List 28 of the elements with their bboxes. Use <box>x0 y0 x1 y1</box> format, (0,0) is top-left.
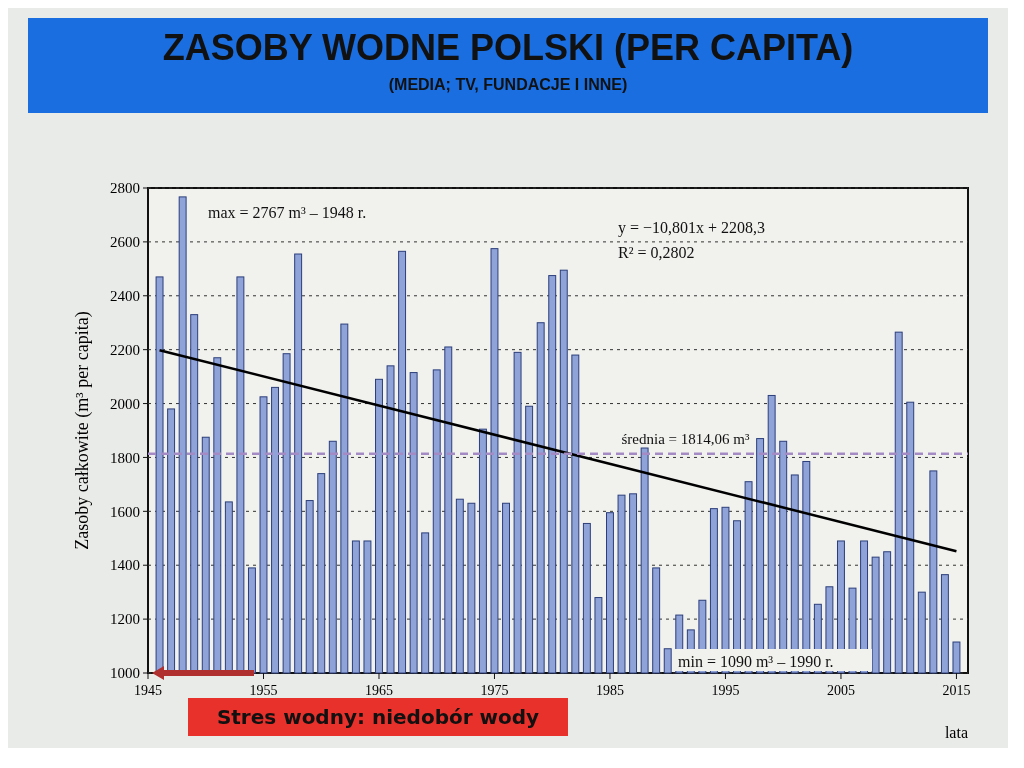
y-tick-label: 2600 <box>110 234 140 251</box>
annotation: max = 2767 m³ – 1948 r. <box>208 204 367 221</box>
y-tick-label: 2000 <box>110 395 140 412</box>
annotation: min = 1090 m³ – 1990 r. <box>678 653 834 670</box>
y-tick-label: 1600 <box>110 503 140 520</box>
y-tick-label: 1200 <box>110 611 140 628</box>
x-tick-label: 2015 <box>942 683 971 698</box>
x-axis-title: lata <box>944 724 968 741</box>
y-tick-label: 2400 <box>110 288 140 305</box>
x-tick-label: 2005 <box>826 683 855 698</box>
x-tick-label: 1945 <box>134 683 162 698</box>
x-tick-label: 1985 <box>595 683 624 698</box>
x-tick-label: 1965 <box>364 683 393 698</box>
x-tick-label: 1975 <box>480 683 509 698</box>
annotation: y = −10,801x + 2208,3 <box>618 219 766 237</box>
ref-line-label: średnia = 1814,06 m³ <box>621 430 750 447</box>
y-tick-label: 1400 <box>110 557 140 574</box>
y-tick-label: 2800 <box>110 180 140 197</box>
y-tick-label: 2200 <box>110 341 140 358</box>
y-tick-label: 1000 <box>110 665 140 682</box>
x-tick-label: 1955 <box>249 683 278 698</box>
chart-subtitle: (MEDIA; TV, FUNDACJE I INNE) <box>388 76 628 93</box>
text: Stres wodny: niedobór wody <box>216 705 540 729</box>
x-tick-label: 1995 <box>711 683 740 698</box>
y-axis-title: Zasoby całkowite (m³ per capita) <box>72 311 93 550</box>
chart-title: ZASOBY WODNE POLSKI (PER CAPITA) <box>162 27 854 68</box>
y-tick-label: 1800 <box>110 449 140 466</box>
annotation: R² = 0,2802 <box>618 244 695 261</box>
